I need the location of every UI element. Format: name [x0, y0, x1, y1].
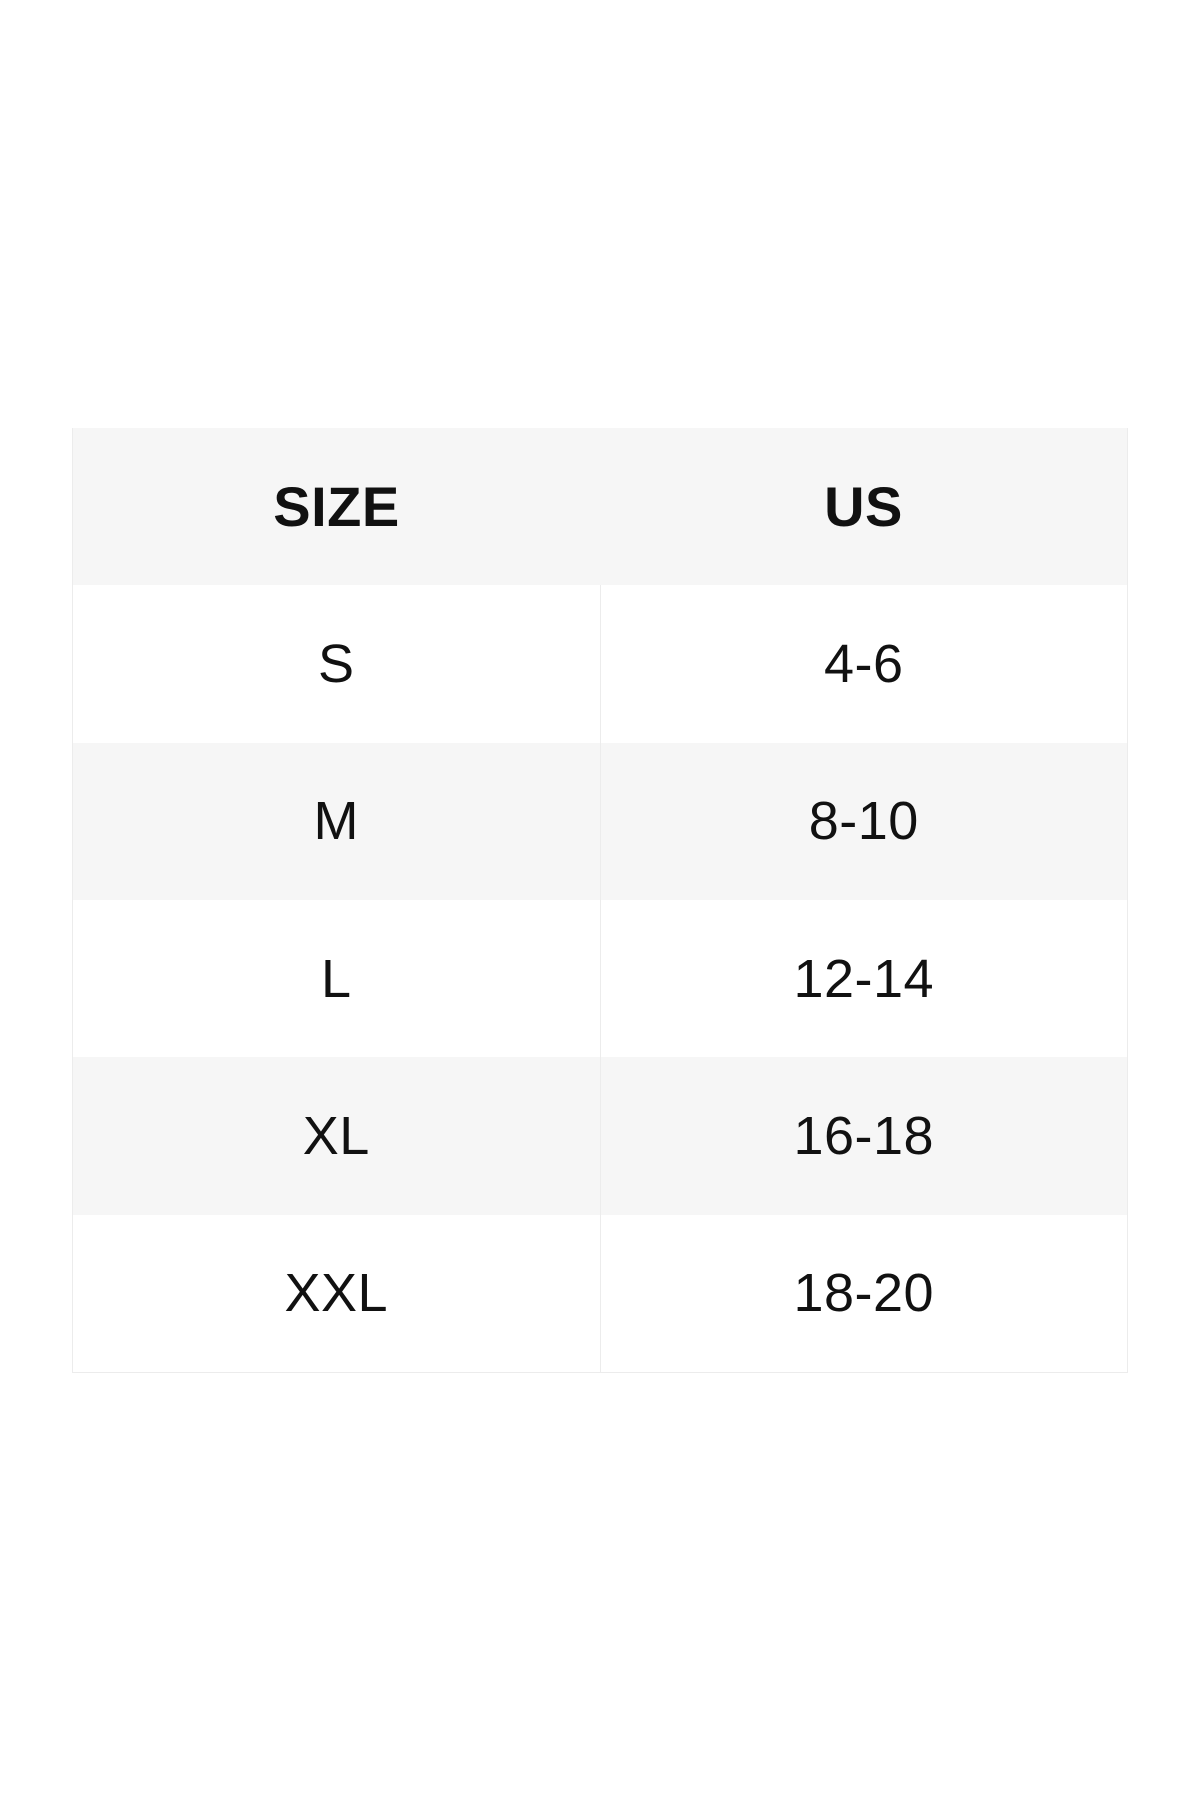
- size-value: L: [73, 899, 601, 1058]
- size-chart-header-row: SIZE US: [73, 428, 1127, 586]
- table-row-xl: XL 16-18: [73, 1057, 1127, 1215]
- column-header-us: US: [824, 474, 903, 538]
- table-row-l: L 12-14: [73, 899, 1127, 1058]
- size-value: XL: [73, 1057, 601, 1215]
- size-value: S: [73, 585, 601, 743]
- table-row-xxl: XXL 18-20: [73, 1214, 1127, 1372]
- us-value: 4-6: [823, 633, 904, 694]
- table-row-m: M 8-10: [73, 742, 1127, 900]
- table-row-s: S 4-6: [73, 585, 1127, 743]
- us-value: 12-14: [793, 948, 935, 1009]
- us-value: 8-10: [808, 791, 919, 852]
- size-chart-table: SIZE US S 4-6 M 8-10 L 12-14 XL 16-18 XX…: [72, 428, 1128, 1373]
- column-header-size: SIZE: [273, 474, 400, 538]
- size-value: M: [73, 742, 601, 900]
- us-value: 18-20: [793, 1263, 935, 1324]
- us-value: 16-18: [793, 1105, 935, 1166]
- size-value: XXL: [73, 1214, 601, 1372]
